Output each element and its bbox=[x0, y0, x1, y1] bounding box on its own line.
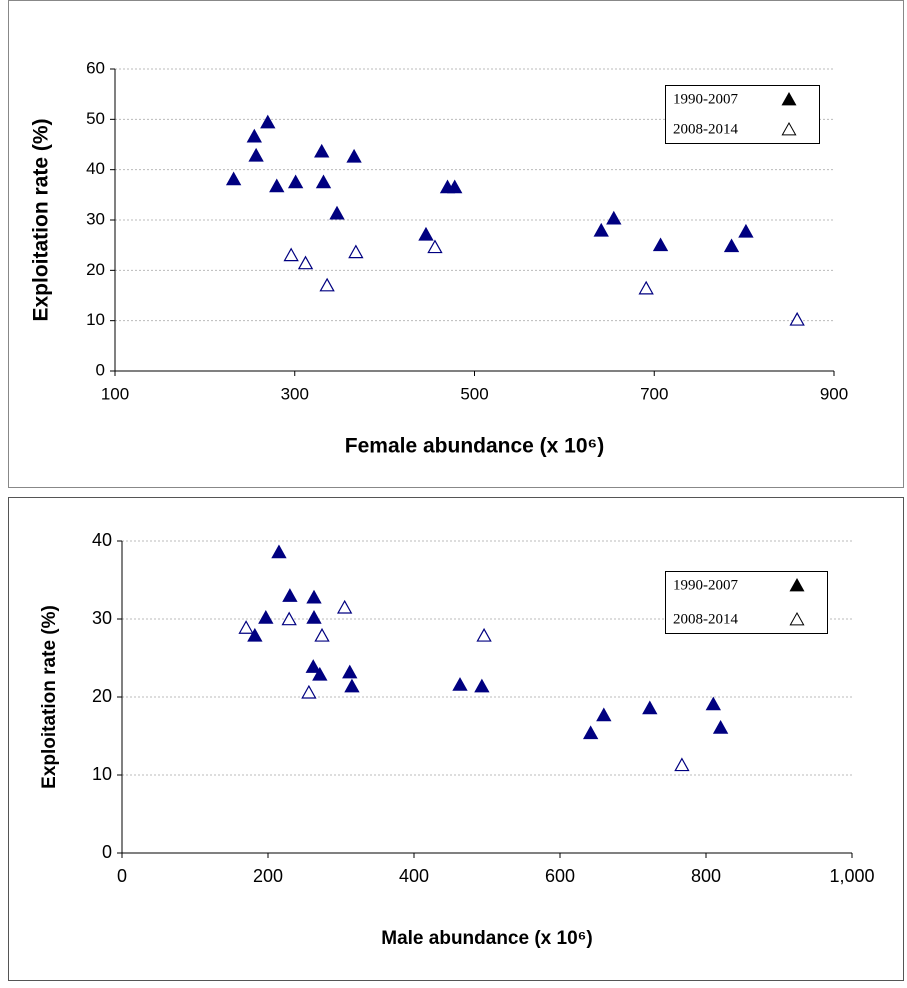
data-point bbox=[283, 247, 299, 262]
data-point bbox=[281, 611, 297, 626]
x-axis-label: Male abundance (x 10⁶) bbox=[381, 928, 592, 949]
x-tick-label: 0 bbox=[117, 866, 127, 886]
data-point bbox=[260, 114, 276, 129]
legend-marker bbox=[781, 91, 797, 106]
legend-marker bbox=[781, 121, 797, 136]
y-tick-label: 20 bbox=[92, 686, 112, 706]
legend-label: 1990-2007 bbox=[673, 577, 738, 593]
data-point bbox=[348, 244, 364, 259]
data-point bbox=[258, 609, 274, 624]
x-tick-label: 600 bbox=[545, 866, 575, 886]
panel-frame bbox=[8, 0, 904, 488]
data-point bbox=[287, 174, 304, 189]
data-point bbox=[638, 280, 654, 295]
y-tick-label: 0 bbox=[102, 842, 112, 862]
data-point bbox=[306, 589, 322, 604]
data-point bbox=[329, 205, 345, 220]
data-point bbox=[319, 277, 335, 292]
x-tick-label: 500 bbox=[460, 384, 488, 403]
legend-marker bbox=[789, 577, 805, 592]
x-tick-label: 300 bbox=[281, 384, 309, 403]
data-point bbox=[452, 677, 468, 691]
data-point bbox=[306, 609, 322, 624]
data-point bbox=[246, 128, 262, 143]
legend-label: 1990-2007 bbox=[673, 91, 738, 107]
data-point bbox=[596, 707, 612, 722]
data-point bbox=[305, 659, 321, 673]
legend-marker bbox=[789, 611, 805, 626]
y-tick-label: 0 bbox=[96, 360, 105, 379]
y-tick-label: 40 bbox=[92, 530, 112, 550]
data-point bbox=[336, 599, 353, 614]
data-point bbox=[427, 239, 443, 254]
data-point bbox=[297, 255, 314, 270]
data-point bbox=[606, 210, 622, 225]
data-point bbox=[247, 627, 263, 642]
data-point bbox=[282, 588, 298, 602]
data-point bbox=[301, 684, 317, 699]
data-point bbox=[723, 238, 740, 253]
y-tick-label: 40 bbox=[86, 159, 105, 178]
data-point bbox=[418, 226, 434, 241]
legend-label: 2008-2014 bbox=[673, 611, 738, 627]
x-tick-label: 400 bbox=[399, 866, 429, 886]
y-axis-label: Exploitation rate (%) bbox=[30, 118, 53, 321]
data-point bbox=[271, 544, 287, 559]
data-point bbox=[248, 147, 264, 162]
panel-frame bbox=[8, 497, 904, 981]
data-point bbox=[312, 666, 328, 681]
data-point bbox=[225, 171, 242, 186]
x-tick-label: 800 bbox=[691, 866, 721, 886]
data-point bbox=[712, 719, 729, 734]
y-tick-label: 50 bbox=[86, 109, 105, 128]
x-tick-label: 1,000 bbox=[829, 866, 874, 886]
data-point bbox=[314, 627, 330, 642]
x-tick-label: 200 bbox=[253, 866, 283, 886]
data-point bbox=[582, 725, 599, 740]
data-point bbox=[789, 311, 805, 326]
data-point bbox=[314, 143, 330, 158]
data-point bbox=[474, 678, 490, 693]
data-point bbox=[344, 678, 360, 693]
data-point bbox=[593, 222, 609, 237]
y-tick-label: 30 bbox=[86, 209, 105, 228]
x-axis-label: Female abundance (x 10⁶) bbox=[345, 435, 604, 458]
data-point bbox=[346, 148, 362, 163]
x-tick-label: 100 bbox=[101, 384, 129, 403]
data-point bbox=[447, 179, 463, 194]
x-tick-label: 700 bbox=[640, 384, 668, 403]
y-tick-label: 30 bbox=[92, 608, 112, 628]
data-point bbox=[705, 696, 721, 711]
data-point bbox=[738, 223, 754, 238]
y-tick-label: 10 bbox=[92, 764, 112, 784]
data-point bbox=[315, 174, 332, 189]
y-tick-label: 10 bbox=[86, 310, 105, 329]
legend-label: 2008-2014 bbox=[673, 121, 738, 137]
y-axis-label: Exploitation rate (%) bbox=[39, 605, 60, 789]
data-point bbox=[238, 620, 254, 634]
data-point bbox=[674, 757, 690, 772]
y-tick-label: 20 bbox=[86, 260, 105, 279]
data-point bbox=[652, 237, 669, 252]
y-tick-label: 60 bbox=[86, 58, 105, 77]
x-tick-label: 900 bbox=[820, 384, 848, 403]
data-point bbox=[269, 178, 285, 193]
data-point bbox=[342, 664, 358, 679]
data-point bbox=[476, 627, 492, 642]
data-point bbox=[642, 700, 658, 715]
